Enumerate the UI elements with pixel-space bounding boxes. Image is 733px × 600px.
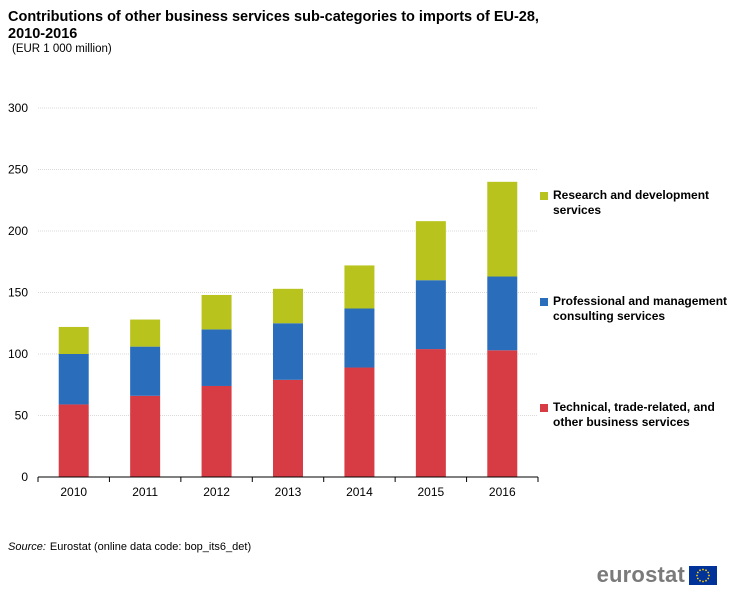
- source-text: Eurostat (online data code: bop_its6_det…: [49, 541, 252, 553]
- legend-swatch-research: [540, 192, 548, 200]
- bar-segment-2014-1: [344, 308, 375, 368]
- bar-segment-2015-1: [415, 280, 446, 350]
- x-tick-label: 2015: [418, 485, 445, 499]
- flag-star: [707, 577, 710, 579]
- y-tick-label: 50: [15, 409, 29, 423]
- logo-text: eurostat: [596, 562, 685, 587]
- x-tick-label: 2014: [346, 485, 373, 499]
- eu-flag-icon: [689, 565, 717, 585]
- source-note: Source: Eurostat (online data code: bop_i…: [8, 541, 251, 553]
- bar-segment-2010-2: [58, 326, 89, 354]
- bar-segment-2011-1: [130, 346, 161, 396]
- flag-star: [705, 568, 707, 571]
- flag-star: [696, 571, 699, 573]
- flag-star: [708, 574, 710, 576]
- legend-swatch-professional: [540, 298, 548, 306]
- x-tick-label: 2010: [60, 485, 87, 499]
- legend-item-research: Research and development services: [540, 188, 730, 218]
- y-tick-label: 250: [8, 163, 28, 177]
- chart-title: Contributions of other business services…: [8, 9, 539, 42]
- eurostat-logo: eurostat: [597, 563, 717, 587]
- bar-segment-2012-2: [201, 294, 232, 330]
- flag-star: [699, 568, 701, 571]
- bar-segment-2016-0: [487, 350, 518, 477]
- bar-segment-2014-0: [344, 367, 375, 477]
- legend-swatch-technical: [540, 404, 548, 412]
- bar-segment-2012-0: [201, 385, 232, 477]
- x-tick-label: 2013: [275, 485, 302, 499]
- chart-subtitle: (EUR 1 000 million): [12, 43, 112, 55]
- bar-segment-2014-2: [344, 265, 375, 309]
- bar-segment-2013-2: [273, 288, 303, 324]
- bar-segment-2012-1: [201, 329, 232, 386]
- y-tick-label: 0: [21, 470, 28, 484]
- bar-segment-2010-1: [58, 354, 89, 405]
- legend-item-technical: Technical, trade-related, and other busi…: [540, 400, 730, 430]
- y-tick-label: 200: [8, 224, 28, 238]
- bar-segment-2015-0: [415, 349, 446, 477]
- bar-segment-2013-0: [273, 379, 303, 477]
- x-tick-label: 2012: [203, 485, 230, 499]
- bar-segment-2016-2: [487, 181, 518, 277]
- legend-label-technical: Technical, trade-related, and other busi…: [553, 400, 715, 429]
- y-tick-label: 150: [8, 286, 28, 300]
- legend-label-professional: Professional and management consulting s…: [553, 294, 728, 323]
- bar-segment-2010-0: [58, 404, 89, 477]
- y-tick-label: 100: [8, 347, 28, 361]
- flag-star: [702, 568, 704, 570]
- axes: 0 50 100 150 200 250 300 2010 2011 2012 2013 2014 20…: [8, 101, 539, 499]
- flag-star: [696, 574, 698, 576]
- y-tick-label: 300: [8, 101, 28, 115]
- x-tick-label: 2016: [489, 485, 516, 499]
- legend-label-research: Research and development services: [553, 188, 710, 217]
- bars: [58, 181, 518, 477]
- bar-segment-2013-1: [273, 323, 303, 380]
- flag-star: [705, 579, 707, 582]
- bar-segment-2015-2: [415, 221, 446, 281]
- bar-segment-2011-0: [130, 395, 161, 477]
- flag-star: [696, 577, 699, 579]
- flag-star: [702, 580, 704, 582]
- legend-item-professional: Professional and management consulting s…: [540, 294, 730, 324]
- bar-segment-2016-1: [487, 276, 518, 351]
- source-label: Source:: [8, 541, 46, 553]
- flag-star: [707, 571, 710, 573]
- bar-segment-2011-2: [130, 319, 161, 347]
- flag-star: [699, 579, 701, 582]
- x-tick-label: 2011: [132, 485, 158, 499]
